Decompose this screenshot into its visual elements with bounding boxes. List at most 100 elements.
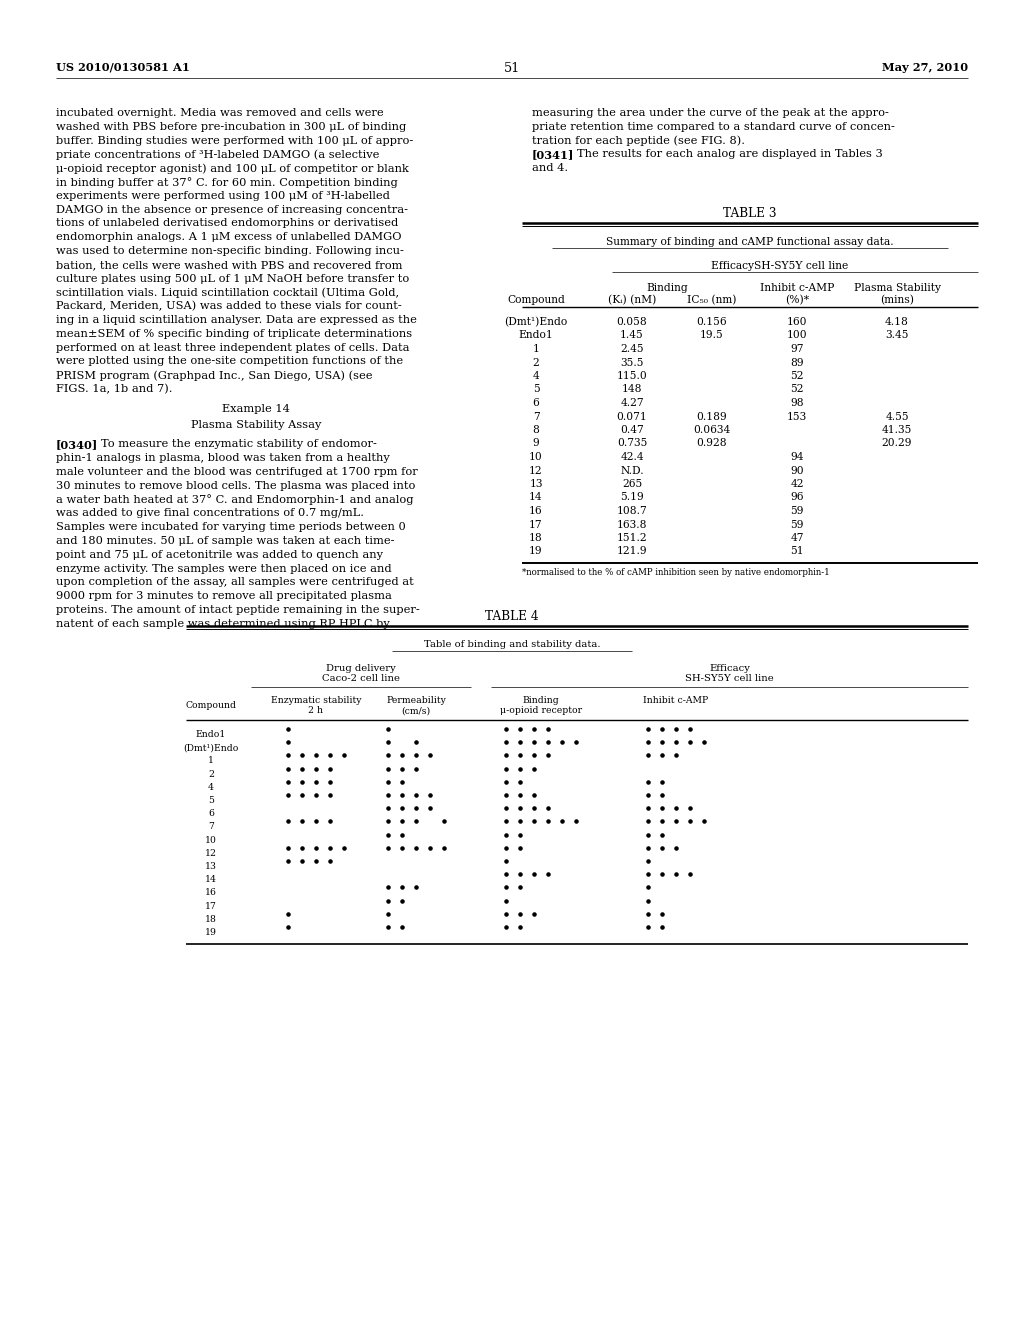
Text: endomorphin analogs. A 1 μM excess of unlabelled DAMGO: endomorphin analogs. A 1 μM excess of un… xyxy=(56,232,401,242)
Text: upon completion of the assay, all samples were centrifuged at: upon completion of the assay, all sample… xyxy=(56,577,414,587)
Text: Efficacy
SH-SY5Y cell line: Efficacy SH-SY5Y cell line xyxy=(685,664,774,684)
Text: N.D.: N.D. xyxy=(621,466,644,475)
Text: 97: 97 xyxy=(791,345,804,354)
Text: 2.45: 2.45 xyxy=(621,345,644,354)
Text: male volunteer and the blood was centrifuged at 1700 rpm for: male volunteer and the blood was centrif… xyxy=(56,467,418,477)
Text: 5: 5 xyxy=(208,796,214,805)
Text: 148: 148 xyxy=(622,384,642,395)
Text: 16: 16 xyxy=(205,888,217,898)
Text: Plasma Stability: Plasma Stability xyxy=(853,282,940,293)
Text: Permeability
(cm/s): Permeability (cm/s) xyxy=(386,696,445,715)
Text: 10: 10 xyxy=(205,836,217,845)
Text: buffer. Binding studies were performed with 100 μL of appro-: buffer. Binding studies were performed w… xyxy=(56,136,414,145)
Text: May 27, 2010: May 27, 2010 xyxy=(882,62,968,73)
Text: 13: 13 xyxy=(529,479,543,488)
Text: 1: 1 xyxy=(532,345,540,354)
Text: 5: 5 xyxy=(532,384,540,395)
Text: 0.735: 0.735 xyxy=(616,438,647,449)
Text: proteins. The amount of intact peptide remaining in the super-: proteins. The amount of intact peptide r… xyxy=(56,605,420,615)
Text: TABLE 4: TABLE 4 xyxy=(485,610,539,623)
Text: was used to determine non-specific binding. Following incu-: was used to determine non-specific bindi… xyxy=(56,246,403,256)
Text: 18: 18 xyxy=(205,915,217,924)
Text: 0.0634: 0.0634 xyxy=(693,425,731,436)
Text: 7: 7 xyxy=(208,822,214,832)
Text: 19.5: 19.5 xyxy=(700,330,724,341)
Text: 12: 12 xyxy=(529,466,543,475)
Text: 1.45: 1.45 xyxy=(621,330,644,341)
Text: priate retention time compared to a standard curve of concen-: priate retention time compared to a stan… xyxy=(532,121,895,132)
Text: 121.9: 121.9 xyxy=(616,546,647,557)
Text: 100: 100 xyxy=(786,330,807,341)
Text: 160: 160 xyxy=(786,317,807,327)
Text: and 4.: and 4. xyxy=(532,164,568,173)
Text: 52: 52 xyxy=(791,384,804,395)
Text: IC₅₀ (nm): IC₅₀ (nm) xyxy=(687,294,736,305)
Text: 98: 98 xyxy=(791,399,804,408)
Text: Binding: Binding xyxy=(646,282,688,293)
Text: 0.071: 0.071 xyxy=(616,412,647,421)
Text: 94: 94 xyxy=(791,451,804,462)
Text: point and 75 μL of acetonitrile was added to quench any: point and 75 μL of acetonitrile was adde… xyxy=(56,550,383,560)
Text: was added to give final concentrations of 0.7 mg/mL.: was added to give final concentrations o… xyxy=(56,508,364,519)
Text: Binding
μ-opioid receptor: Binding μ-opioid receptor xyxy=(500,696,582,715)
Text: 35.5: 35.5 xyxy=(621,358,644,367)
Text: 51: 51 xyxy=(791,546,804,557)
Text: culture plates using 500 μL of 1 μM NaOH before transfer to: culture plates using 500 μL of 1 μM NaOH… xyxy=(56,273,410,284)
Text: TABLE 3: TABLE 3 xyxy=(723,207,777,220)
Text: Compound: Compound xyxy=(507,294,565,305)
Text: 14: 14 xyxy=(205,875,217,884)
Text: 151.2: 151.2 xyxy=(616,533,647,543)
Text: [0340]: [0340] xyxy=(56,440,98,450)
Text: (Dmt¹)Endo: (Dmt¹)Endo xyxy=(505,317,567,327)
Text: were plotted using the one-site competition functions of the: were plotted using the one-site competit… xyxy=(56,356,403,367)
Text: mean±SEM of % specific binding of triplicate determinations: mean±SEM of % specific binding of tripli… xyxy=(56,329,412,339)
Text: (Kᵢ) (nM): (Kᵢ) (nM) xyxy=(608,294,656,305)
Text: 0.189: 0.189 xyxy=(696,412,727,421)
Text: Summary of binding and cAMP functional assay data.: Summary of binding and cAMP functional a… xyxy=(606,238,894,247)
Text: 5.19: 5.19 xyxy=(621,492,644,503)
Text: ing in a liquid scintillation analyser. Data are expressed as the: ing in a liquid scintillation analyser. … xyxy=(56,315,417,325)
Text: tration for each peptide (see FIG. 8).: tration for each peptide (see FIG. 8). xyxy=(532,136,745,147)
Text: 4: 4 xyxy=(532,371,540,381)
Text: 42.4: 42.4 xyxy=(621,451,644,462)
Text: 1: 1 xyxy=(208,756,214,766)
Text: (mins): (mins) xyxy=(880,294,914,305)
Text: bation, the cells were washed with PBS and recovered from: bation, the cells were washed with PBS a… xyxy=(56,260,402,269)
Text: natent of each sample was determined using RP HPLC by: natent of each sample was determined usi… xyxy=(56,619,390,628)
Text: 4.27: 4.27 xyxy=(621,399,644,408)
Text: 163.8: 163.8 xyxy=(616,520,647,529)
Text: Packard, Meriden, USA) was added to these vials for count-: Packard, Meriden, USA) was added to thes… xyxy=(56,301,401,312)
Text: 13: 13 xyxy=(205,862,217,871)
Text: incubated overnight. Media was removed and cells were: incubated overnight. Media was removed a… xyxy=(56,108,384,117)
Text: EfficacySH-SY5Y cell line: EfficacySH-SY5Y cell line xyxy=(712,261,849,271)
Text: 16: 16 xyxy=(529,506,543,516)
Text: Example 14: Example 14 xyxy=(222,404,290,413)
Text: (Dmt¹)Endo: (Dmt¹)Endo xyxy=(183,743,239,752)
Text: 51: 51 xyxy=(504,62,520,75)
Text: performed on at least three independent plates of cells. Data: performed on at least three independent … xyxy=(56,343,410,352)
Text: 18: 18 xyxy=(529,533,543,543)
Text: measuring the area under the curve of the peak at the appro-: measuring the area under the curve of th… xyxy=(532,108,889,117)
Text: 17: 17 xyxy=(205,902,217,911)
Text: 6: 6 xyxy=(208,809,214,818)
Text: 0.058: 0.058 xyxy=(616,317,647,327)
Text: 6: 6 xyxy=(532,399,540,408)
Text: DAMGO in the absence or presence of increasing concentra-: DAMGO in the absence or presence of incr… xyxy=(56,205,408,215)
Text: 153: 153 xyxy=(786,412,807,421)
Text: scintillation vials. Liquid scintillation cocktail (Ultima Gold,: scintillation vials. Liquid scintillatio… xyxy=(56,288,399,298)
Text: phin-1 analogs in plasma, blood was taken from a healthy: phin-1 analogs in plasma, blood was take… xyxy=(56,453,390,463)
Text: 115.0: 115.0 xyxy=(616,371,647,381)
Text: experiments were performed using 100 μM of ³H-labelled: experiments were performed using 100 μM … xyxy=(56,191,390,201)
Text: The results for each analog are displayed in Tables 3: The results for each analog are displaye… xyxy=(577,149,883,160)
Text: 0.156: 0.156 xyxy=(696,317,727,327)
Text: Endo1: Endo1 xyxy=(518,330,553,341)
Text: PRISM program (Graphpad Inc., San Diego, USA) (see: PRISM program (Graphpad Inc., San Diego,… xyxy=(56,370,373,380)
Text: 9000 rpm for 3 minutes to remove all precipitated plasma: 9000 rpm for 3 minutes to remove all pre… xyxy=(56,591,392,601)
Text: washed with PBS before pre-incubation in 300 μL of binding: washed with PBS before pre-incubation in… xyxy=(56,121,407,132)
Text: μ-opioid receptor agonist) and 100 μL of competitor or blank: μ-opioid receptor agonist) and 100 μL of… xyxy=(56,164,409,174)
Text: Endo1: Endo1 xyxy=(196,730,226,739)
Text: 41.35: 41.35 xyxy=(882,425,912,436)
Text: priate concentrations of ³H-labeled DAMGO (a selective: priate concentrations of ³H-labeled DAMG… xyxy=(56,149,379,160)
Text: 4.18: 4.18 xyxy=(885,317,909,327)
Text: 52: 52 xyxy=(791,371,804,381)
